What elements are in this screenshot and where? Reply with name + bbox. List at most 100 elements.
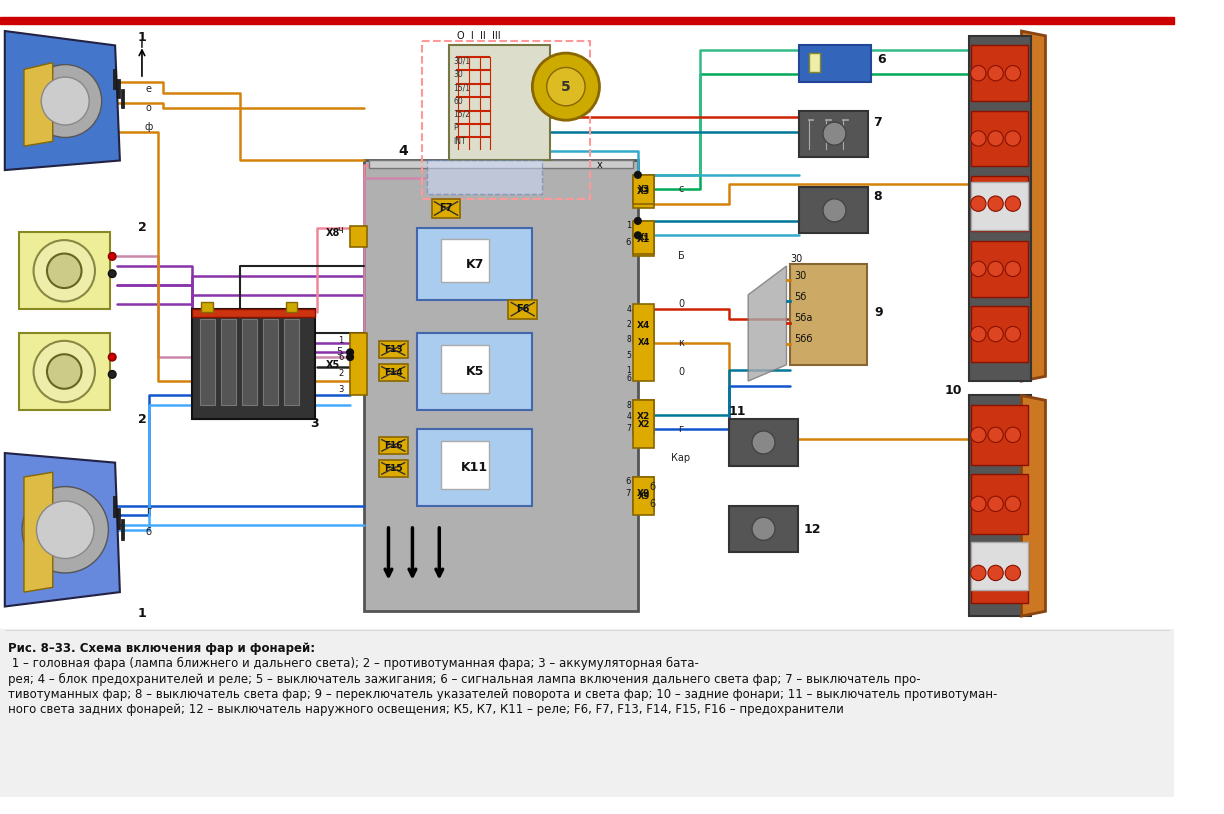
Bar bbox=[118, 508, 120, 529]
Bar bbox=[799, 46, 871, 82]
Text: O  I  II  III: O I II III bbox=[457, 31, 501, 41]
Text: 4: 4 bbox=[627, 304, 632, 313]
Text: б: б bbox=[649, 482, 655, 492]
Text: X1: X1 bbox=[636, 234, 650, 243]
Text: 60: 60 bbox=[454, 97, 464, 106]
Bar bbox=[971, 474, 1028, 534]
Text: Кар: Кар bbox=[672, 453, 690, 463]
Circle shape bbox=[634, 172, 641, 178]
Text: Рис. 8–33. Схема включения фар и фонарей:: Рис. 8–33. Схема включения фар и фонарей… bbox=[7, 642, 315, 655]
Circle shape bbox=[109, 353, 116, 361]
Text: е: е bbox=[146, 84, 152, 94]
Circle shape bbox=[1005, 131, 1021, 146]
Bar bbox=[284, 319, 299, 405]
Bar bbox=[971, 46, 1028, 101]
Circle shape bbox=[42, 77, 89, 125]
Circle shape bbox=[1005, 326, 1021, 342]
Text: 3: 3 bbox=[311, 417, 319, 430]
Bar bbox=[633, 477, 654, 510]
Circle shape bbox=[988, 497, 1004, 511]
Circle shape bbox=[988, 427, 1004, 443]
Circle shape bbox=[1005, 497, 1021, 511]
Circle shape bbox=[29, 64, 102, 138]
Text: K7: K7 bbox=[465, 257, 483, 270]
Text: F15: F15 bbox=[384, 464, 403, 473]
Polygon shape bbox=[5, 31, 120, 170]
Circle shape bbox=[532, 53, 600, 120]
Circle shape bbox=[22, 487, 109, 573]
Bar bbox=[202, 303, 213, 312]
Circle shape bbox=[634, 232, 641, 239]
Text: 11: 11 bbox=[730, 405, 747, 418]
Circle shape bbox=[1005, 66, 1021, 81]
Text: 5: 5 bbox=[627, 351, 632, 360]
Bar bbox=[417, 228, 532, 300]
Bar bbox=[0, 16, 1174, 24]
Circle shape bbox=[109, 370, 116, 379]
Text: 7: 7 bbox=[873, 116, 881, 129]
Bar bbox=[121, 89, 124, 107]
Bar bbox=[971, 241, 1028, 296]
Text: Б: Б bbox=[678, 252, 684, 261]
Bar bbox=[633, 304, 654, 381]
Bar bbox=[441, 344, 490, 392]
Text: г: г bbox=[146, 505, 152, 515]
Text: рея; 4 – блок предохранителей и реле; 5 – выключатель зажигания; 6 – сигнальная : рея; 4 – блок предохранителей и реле; 5 … bbox=[7, 672, 920, 685]
Bar bbox=[422, 41, 590, 199]
Bar bbox=[633, 175, 654, 204]
Circle shape bbox=[988, 131, 1004, 146]
Bar bbox=[0, 628, 1174, 798]
Bar bbox=[730, 419, 798, 466]
Text: X8: X8 bbox=[326, 229, 340, 239]
Circle shape bbox=[346, 349, 354, 356]
Bar bbox=[20, 233, 110, 309]
Circle shape bbox=[752, 518, 775, 540]
Bar bbox=[633, 223, 654, 256]
Circle shape bbox=[971, 427, 987, 443]
Text: 5: 5 bbox=[561, 80, 570, 94]
Circle shape bbox=[988, 326, 1004, 342]
Bar bbox=[633, 309, 654, 343]
Bar bbox=[730, 505, 798, 552]
Bar bbox=[799, 187, 868, 234]
Bar bbox=[365, 160, 638, 611]
Bar bbox=[432, 199, 460, 218]
Text: 5бб: 5бб bbox=[794, 334, 813, 344]
Text: F7: F7 bbox=[439, 204, 453, 213]
Bar bbox=[417, 429, 532, 505]
Bar bbox=[20, 333, 110, 410]
Text: K11: K11 bbox=[461, 461, 488, 474]
Text: 6: 6 bbox=[625, 238, 632, 247]
Text: 0: 0 bbox=[678, 300, 684, 309]
Circle shape bbox=[988, 196, 1004, 212]
Text: K5: K5 bbox=[465, 365, 483, 378]
Circle shape bbox=[1005, 427, 1021, 443]
Text: тивотуманных фар; 8 – выключатель света фар; 9 – переключатель указателей поворо: тивотуманных фар; 8 – выключатель света … bbox=[7, 688, 998, 701]
Text: P: P bbox=[454, 124, 458, 133]
Bar bbox=[113, 497, 116, 518]
Bar bbox=[350, 225, 367, 247]
Text: 1 – головная фара (лампа ближнего и дальнего света); 2 – противотуманная фара; 3: 1 – головная фара (лампа ближнего и даль… bbox=[7, 658, 699, 671]
Text: 0: 0 bbox=[678, 366, 684, 377]
Bar bbox=[417, 333, 532, 410]
Bar bbox=[809, 53, 820, 72]
Circle shape bbox=[346, 354, 354, 361]
Text: x: x bbox=[596, 160, 602, 170]
Text: 2: 2 bbox=[338, 369, 344, 378]
Circle shape bbox=[988, 66, 1004, 81]
Bar bbox=[968, 36, 1031, 381]
Bar bbox=[370, 160, 633, 168]
Bar bbox=[379, 437, 408, 454]
Text: 2: 2 bbox=[137, 413, 147, 426]
Bar bbox=[118, 79, 120, 98]
Text: 1: 1 bbox=[625, 221, 632, 230]
Bar bbox=[427, 160, 542, 194]
Text: 6: 6 bbox=[625, 477, 632, 486]
Text: 3: 3 bbox=[338, 385, 344, 394]
Text: X4: X4 bbox=[636, 321, 650, 330]
Text: X9: X9 bbox=[636, 489, 650, 498]
Text: X2: X2 bbox=[636, 412, 650, 421]
Circle shape bbox=[33, 240, 95, 301]
Bar bbox=[286, 303, 297, 312]
Bar bbox=[192, 309, 315, 419]
